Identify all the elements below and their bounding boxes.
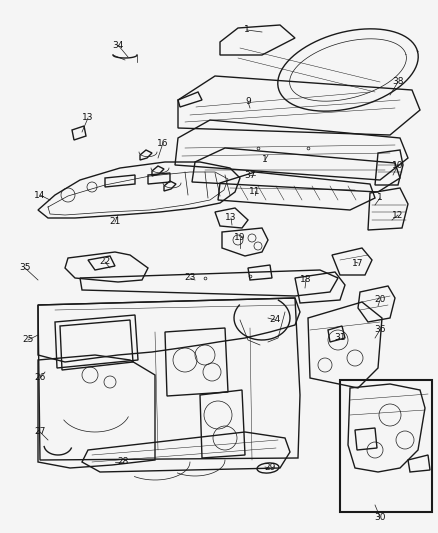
- Text: 12: 12: [392, 211, 404, 220]
- Text: 1: 1: [244, 26, 250, 35]
- Text: 27: 27: [34, 427, 46, 437]
- Bar: [340, 380, 432, 512]
- Text: 13: 13: [225, 214, 237, 222]
- Text: 24: 24: [269, 316, 281, 325]
- Text: 29: 29: [264, 464, 276, 472]
- Text: 38: 38: [392, 77, 404, 86]
- Text: 14: 14: [34, 190, 46, 199]
- Text: 25: 25: [22, 335, 34, 344]
- Text: 37: 37: [244, 171, 256, 180]
- Text: 18: 18: [300, 276, 312, 285]
- Text: 16: 16: [157, 139, 169, 148]
- Text: 21: 21: [110, 217, 121, 227]
- Text: 36: 36: [374, 326, 386, 335]
- Text: 1: 1: [377, 193, 383, 203]
- Text: 13: 13: [82, 114, 94, 123]
- Text: 23: 23: [184, 273, 196, 282]
- Text: 35: 35: [19, 263, 31, 272]
- Text: 19: 19: [234, 233, 246, 243]
- Text: 31: 31: [334, 334, 346, 343]
- Text: 10: 10: [392, 160, 404, 169]
- Text: 17: 17: [352, 259, 364, 268]
- Text: 34: 34: [112, 41, 124, 50]
- Text: 9: 9: [245, 98, 251, 107]
- Text: 20: 20: [374, 295, 386, 304]
- Text: 28: 28: [117, 457, 129, 466]
- Text: 26: 26: [34, 374, 46, 383]
- Text: 30: 30: [374, 513, 386, 521]
- Text: 11: 11: [249, 187, 261, 196]
- Text: 1: 1: [262, 156, 268, 165]
- Text: 22: 22: [99, 257, 111, 266]
